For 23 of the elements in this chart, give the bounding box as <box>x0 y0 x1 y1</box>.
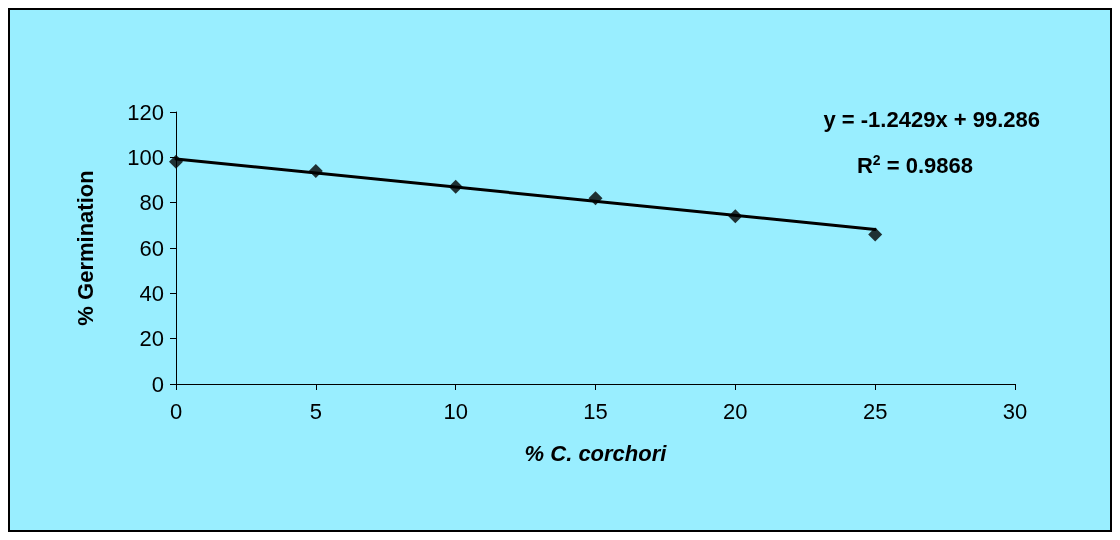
x-tick-label: 5 <box>309 398 322 424</box>
y-tick-label: 120 <box>127 99 164 125</box>
x-tick-label: 0 <box>169 398 183 424</box>
y-tick-label: 60 <box>139 235 164 261</box>
point <box>169 154 183 169</box>
x-tick-label: 10 <box>443 398 468 424</box>
x-tick-label: 20 <box>723 398 748 424</box>
x-tick-label: 30 <box>1002 398 1028 424</box>
y-tick-label: 40 <box>139 280 164 306</box>
y-tick-label: 80 <box>139 190 164 216</box>
y-axis-title: % Germination <box>72 170 98 326</box>
x-axis-title: % C. corchori <box>524 440 668 466</box>
point <box>728 209 743 224</box>
point <box>308 163 323 178</box>
y-tick-label: 20 <box>139 326 164 352</box>
point <box>448 179 463 194</box>
annotation: y = -1.2429x + 99.286 <box>823 106 1041 132</box>
x-tick-label: 15 <box>583 398 608 424</box>
point <box>588 191 603 206</box>
point <box>868 227 883 242</box>
y-tick-label: 100 <box>127 144 164 170</box>
y-tick-label: 0 <box>151 371 164 397</box>
x-tick-label: 25 <box>862 398 888 424</box>
